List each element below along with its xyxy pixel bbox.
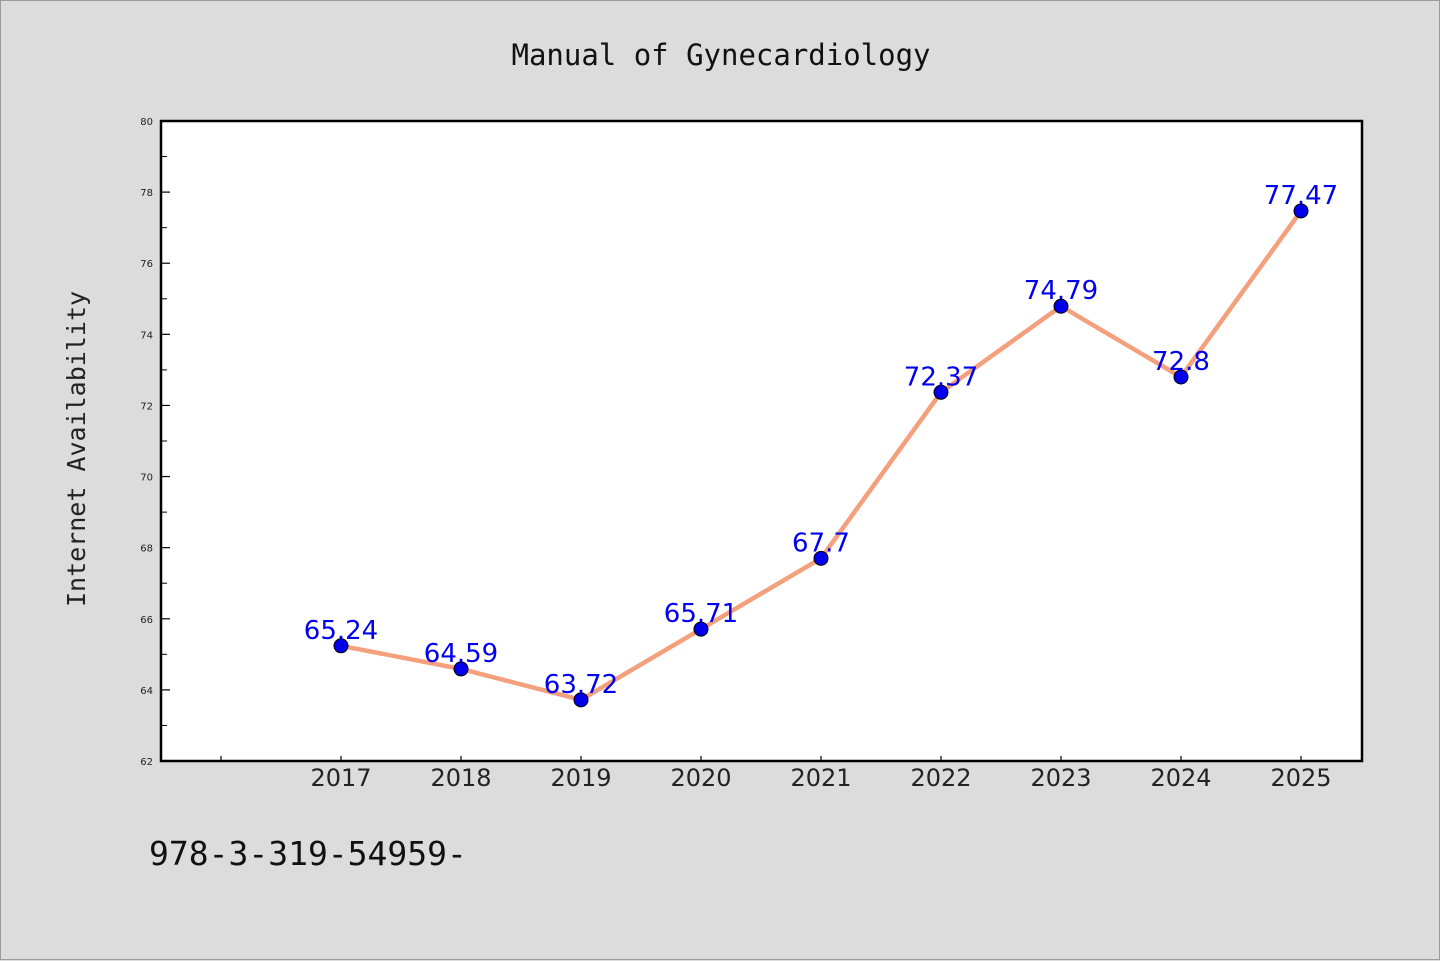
data-point [693, 621, 709, 637]
y-tick-label: 68 [140, 544, 153, 555]
data-point [1293, 203, 1309, 219]
y-axis: 62 64 66 68 70 72 74 76 78 80 [140, 117, 170, 768]
data-label: 67.7 [792, 528, 850, 558]
y-tick-label: 80 [140, 117, 153, 128]
y-tick-label: 70 [140, 473, 153, 484]
x-axis: 2017 2018 2019 2020 2021 2022 2023 2024 2025 [220, 756, 1332, 792]
y-tick-label: 78 [140, 188, 153, 199]
data-label: 63.72 [544, 670, 618, 700]
data-point [333, 638, 349, 654]
data-label: 65.24 [304, 616, 378, 646]
x-tick-label: 2018 [430, 764, 491, 792]
y-axis-label: Internet Availability [62, 291, 91, 607]
data-point [813, 550, 829, 566]
x-tick-label: 2021 [790, 764, 851, 792]
data-point [933, 384, 949, 400]
x-tick-label: 2024 [1150, 764, 1211, 792]
x-tick-label: 2019 [550, 764, 611, 792]
y-tick-label: 74 [140, 330, 153, 341]
y-tick-label: 62 [140, 757, 153, 768]
plot-area [159, 119, 1364, 763]
y-tick-label: 64 [140, 686, 153, 697]
data-label: 65.71 [664, 599, 738, 629]
x-tick-label: 2023 [1030, 764, 1091, 792]
x-tick-label: 2020 [670, 764, 731, 792]
y-tick-label: 66 [140, 615, 153, 626]
data-point [1173, 369, 1189, 385]
data-label: 64.59 [424, 639, 498, 669]
data-point [1053, 298, 1069, 314]
data-label-group: 65.24 64.59 63.72 65.71 67.7 72.37 74.79 72.8 77… [304, 181, 1338, 700]
data-label: 72.37 [904, 362, 978, 392]
x-tick-label: 2025 [1270, 764, 1331, 792]
footer-isbn: 978-3-319-54959- [149, 834, 467, 873]
data-point [453, 661, 469, 677]
y-tick-label: 76 [140, 259, 153, 270]
data-point [573, 692, 589, 708]
x-tick-label: 2022 [910, 764, 971, 792]
chart-title: Manual of Gynecardiology [511, 38, 930, 72]
data-label: 74.79 [1024, 276, 1098, 306]
x-tick-label: 2017 [310, 764, 371, 792]
data-label: 72.8 [1152, 347, 1210, 377]
series-marker-group [333, 203, 1309, 708]
y-tick-label: 72 [140, 401, 153, 412]
data-label: 77.47 [1264, 181, 1338, 211]
